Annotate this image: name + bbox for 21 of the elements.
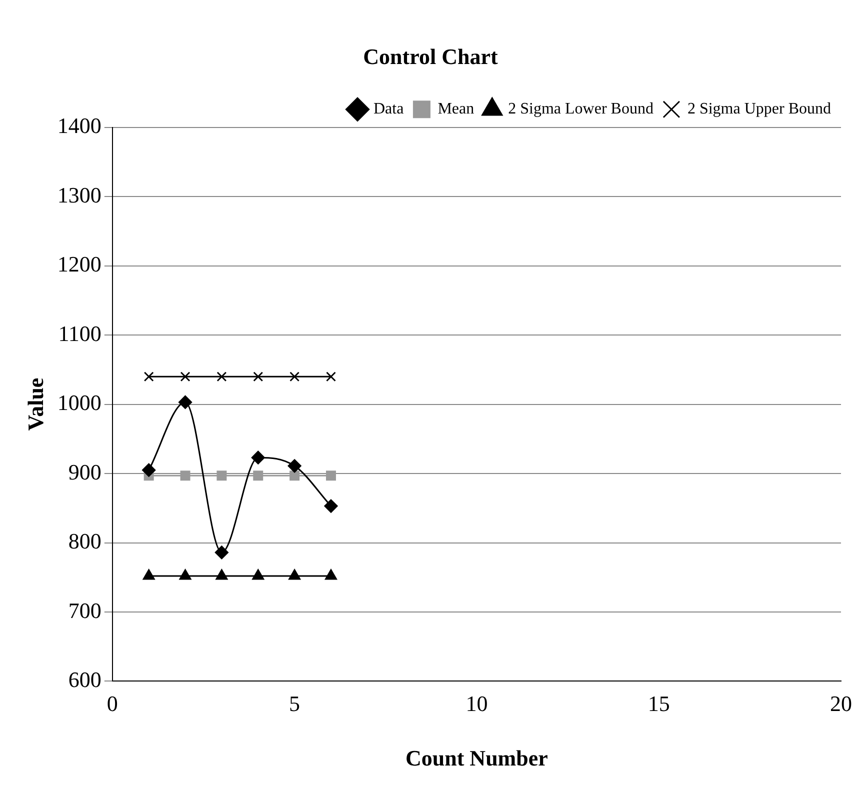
y-tick-label: 1100 (58, 320, 102, 346)
x-tick-label: 5 (289, 691, 300, 716)
y-tick-label: 600 (68, 666, 102, 692)
y-tick-label: 700 (68, 598, 102, 623)
legend-label: Data (374, 100, 404, 118)
x-tick-label: 0 (106, 691, 118, 716)
y-tick-label: 900 (68, 459, 102, 484)
legend-label: 2 Sigma Upper Bound (687, 100, 831, 118)
x-tick-label: 15 (648, 691, 670, 716)
x-tick-label: 20 (830, 691, 852, 716)
y-tick-label: 800 (68, 528, 102, 554)
chart-title: Control Chart (363, 44, 498, 69)
y-tick-label: 1300 (57, 182, 102, 208)
y-tick-label: 1400 (57, 113, 102, 138)
legend-label: Mean (438, 100, 474, 118)
y-tick-label: 1200 (57, 252, 102, 277)
y-tick-label: 1000 (57, 390, 102, 416)
legend-label: 2 Sigma Lower Bound (508, 100, 654, 118)
x-tick-label: 10 (466, 691, 488, 716)
x-axis-title: Count Number (405, 745, 548, 770)
y-axis-title: Value (22, 378, 48, 431)
